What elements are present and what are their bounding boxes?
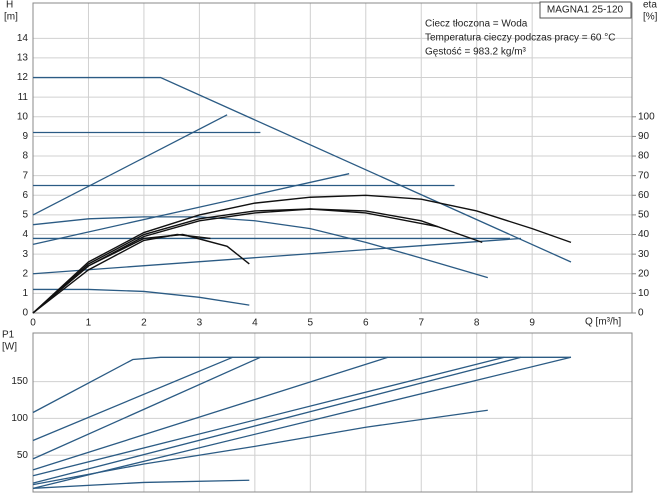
- y2-tick-label: 0: [638, 308, 644, 319]
- x-tick-label: 6: [363, 318, 369, 329]
- curve: [32, 114, 228, 216]
- curve: [32, 194, 572, 314]
- y2-tick-label: 50: [638, 210, 650, 221]
- y-tick-label: 6: [22, 190, 28, 201]
- x-tick-label: 2: [141, 318, 147, 329]
- x-tick-label: 7: [418, 318, 424, 329]
- annotation: Temperatura cieczy podczas pracy = 60 °C: [425, 33, 615, 44]
- annotation: Ciecz tłoczona = Woda: [425, 19, 528, 30]
- x-tick-label: 1: [86, 318, 92, 329]
- y2-axis-unit: [%]: [643, 12, 658, 23]
- y-tick-label: 9: [22, 131, 28, 142]
- y-tick-label: 150: [11, 376, 28, 387]
- x-tick-label: 8: [474, 318, 480, 329]
- y2-tick-label: 10: [638, 288, 650, 299]
- curve: [33, 76, 572, 263]
- curve: [32, 479, 250, 489]
- curve: [32, 356, 233, 442]
- y-tick-label: 4: [22, 229, 28, 240]
- plot-frame: [32, 2, 633, 314]
- y-axis-label: H: [6, 0, 13, 11]
- y2-tick-label: 70: [638, 170, 650, 181]
- x-tick-label: 5: [308, 318, 314, 329]
- y-tick-label: 7: [22, 170, 28, 181]
- curve: [32, 356, 522, 484]
- y-tick-label: 50: [17, 450, 29, 461]
- curve: [32, 356, 505, 477]
- curve: [32, 356, 261, 460]
- y2-tick-label: 100: [638, 111, 655, 122]
- x-tick-label: 3: [197, 318, 203, 329]
- y-tick-label: 100: [11, 413, 28, 424]
- y-tick-label: 11: [18, 92, 29, 103]
- y2-tick-label: 30: [638, 249, 650, 260]
- curve: [32, 409, 488, 486]
- y2-tick-label: 80: [638, 151, 650, 162]
- y-axis-unit: [W]: [2, 342, 17, 353]
- curve: [32, 233, 211, 314]
- curve: [32, 237, 522, 275]
- x-axis-label: Q [m³/h]: [585, 317, 621, 328]
- y-tick-label: 1: [22, 288, 28, 299]
- y-tick-label: 8: [22, 151, 28, 162]
- y2-tick-label: 60: [638, 190, 650, 201]
- y-tick-label: 12: [17, 72, 29, 83]
- y-tick-label: 14: [17, 33, 29, 44]
- y2-tick-label: 40: [638, 229, 650, 240]
- curve: [32, 208, 483, 314]
- x-tick-label: 0: [30, 318, 36, 329]
- x-tick-label: 9: [529, 318, 535, 329]
- x-tick-label: 4: [252, 318, 258, 329]
- chart-title: MAGNA1 25-120: [547, 5, 624, 16]
- curve: [32, 356, 389, 471]
- y-tick-label: 3: [22, 249, 28, 260]
- y-tick-label: 10: [17, 111, 29, 122]
- y-tick-label: 0: [22, 308, 28, 319]
- curve: [33, 288, 250, 306]
- title-box: [539, 1, 632, 19]
- y2-tick-label: 20: [638, 268, 650, 279]
- annotation: Gęstość = 983.2 kg/m³: [425, 47, 527, 58]
- curve: [32, 356, 571, 414]
- y-tick-label: 13: [17, 53, 29, 64]
- y-axis-label: P1: [2, 330, 15, 341]
- y-axis-unit: [m]: [4, 12, 18, 23]
- curve: [32, 173, 350, 245]
- y2-axis-label: eta: [643, 0, 657, 11]
- curve: [32, 356, 572, 489]
- y-tick-label: 2: [22, 268, 28, 279]
- curve: [32, 216, 488, 279]
- y-tick-label: 5: [22, 210, 28, 221]
- y2-tick-label: 90: [638, 131, 650, 142]
